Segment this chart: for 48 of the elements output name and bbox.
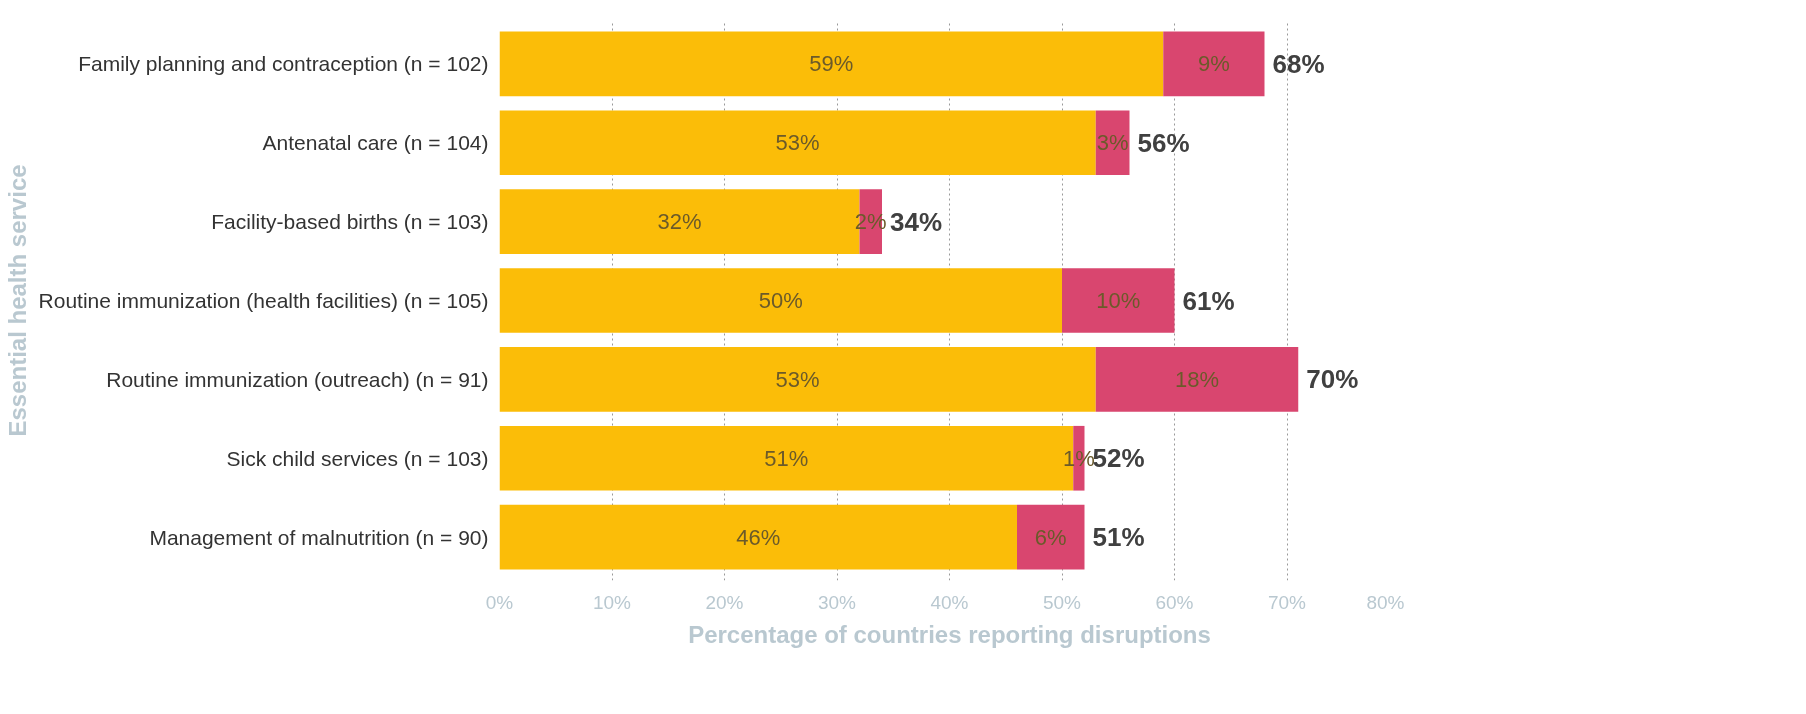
y-axis-title: Essential health service <box>3 164 31 437</box>
total-label: 70% <box>1306 364 1359 395</box>
data-label: 10% <box>1096 288 1141 313</box>
data-label: 46% <box>736 524 781 550</box>
bar <box>1095 110 1130 176</box>
data-label: 9% <box>1197 51 1230 77</box>
total-label: 52% <box>1092 443 1145 474</box>
total-label: 51% <box>1092 522 1145 553</box>
x-tick-label: 30% <box>817 591 857 613</box>
bar <box>499 268 1062 333</box>
bar <box>1017 504 1085 570</box>
x-tick-label: 70% <box>1267 591 1307 613</box>
bar <box>499 110 1096 176</box>
data-label: 6% <box>1034 524 1067 550</box>
total-label: 56% <box>1137 127 1190 158</box>
y-tick-label: Sick child services (n = 103) <box>226 446 489 470</box>
bar <box>1163 31 1265 97</box>
total-label: 68% <box>1272 48 1325 79</box>
bar <box>499 504 1017 570</box>
x-tick-label: 80% <box>1366 591 1405 613</box>
data-label: 3% <box>1096 130 1129 156</box>
x-tick-label: 50% <box>1042 591 1082 613</box>
data-label: 1% <box>1062 445 1095 471</box>
x-tick-label: 40% <box>930 591 969 613</box>
total-label: 61% <box>1182 285 1235 316</box>
total-label: 34% <box>890 206 943 237</box>
y-tick-label: Facility-based births (n = 103) <box>211 210 489 234</box>
x-tick-label: 10% <box>592 591 632 613</box>
x-axis-title: Percentage of countries reporting disruptions <box>688 620 1211 648</box>
data-label: 18% <box>1174 366 1220 392</box>
data-label: 53% <box>775 366 820 392</box>
y-tick-label: Family planning and contraception (n = 102) <box>78 52 489 76</box>
data-label: 51% <box>764 445 809 471</box>
bar <box>499 31 1164 97</box>
x-tick-label: 20% <box>705 591 744 613</box>
data-label: 50% <box>758 288 803 313</box>
data-label: 32% <box>657 209 702 235</box>
data-label: 53% <box>775 130 820 156</box>
bar <box>499 347 1096 412</box>
data-label: 59% <box>809 51 854 77</box>
x-tick-label: 0% <box>485 591 514 613</box>
y-tick-label: Routine immunization (outreach) (n = 91) <box>106 367 489 391</box>
y-tick-label: Antenatal care (n = 104) <box>262 131 489 155</box>
bar <box>1095 347 1299 412</box>
y-tick-label: Routine immunization (health facilities) (n = 105) <box>38 289 489 312</box>
bar <box>1062 268 1175 333</box>
y-tick-label: Management of malnutrition (n = 90) <box>149 525 489 549</box>
x-tick-label: 60% <box>1155 591 1194 613</box>
